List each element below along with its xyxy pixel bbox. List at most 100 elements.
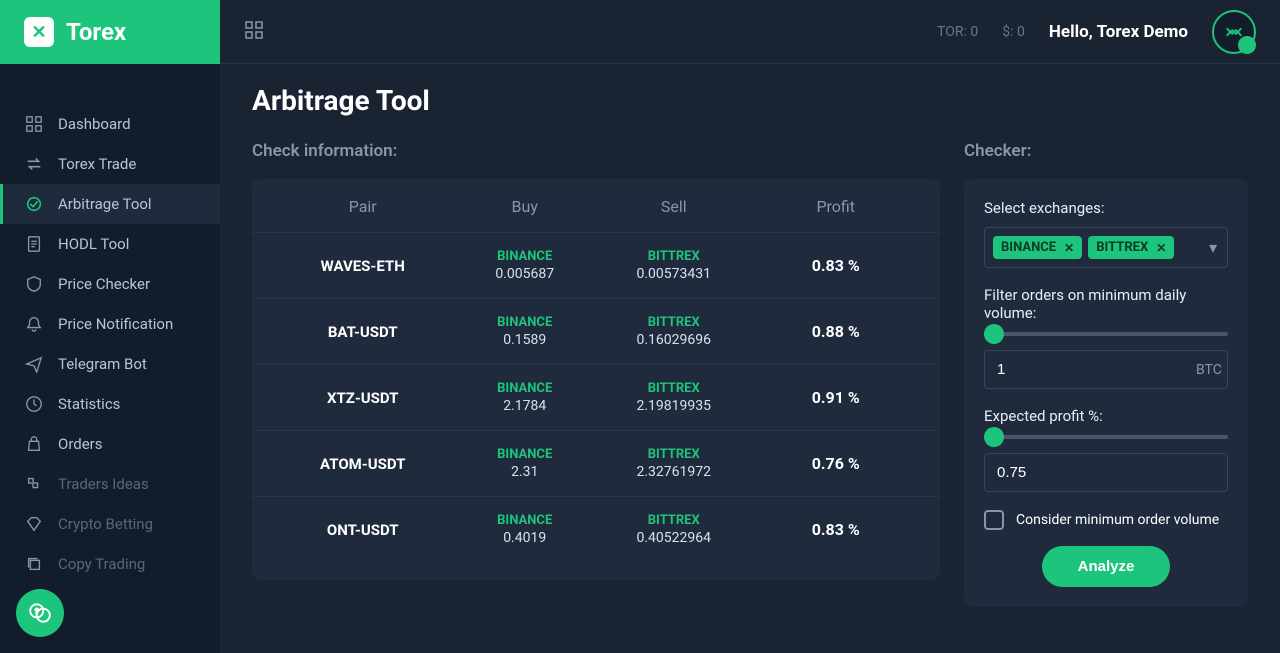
profit-input-group xyxy=(984,453,1228,492)
arbitrage-table-panel: Pair Buy Sell Profit WAVES-ETHBINANCE0.0… xyxy=(252,179,940,580)
table-head: Pair Buy Sell Profit xyxy=(252,197,940,232)
buy-exchange: BINANCE xyxy=(453,381,596,396)
sell-exchange: BITTREX xyxy=(596,513,752,528)
sidebar-item-label: Telegram Bot xyxy=(58,355,147,373)
doc-icon xyxy=(24,234,44,254)
grid-icon xyxy=(24,114,44,134)
content: Arbitrage Tool Check information: Pair B… xyxy=(220,64,1280,653)
sidebar-item-label: Torex Trade xyxy=(58,155,136,173)
profit-input[interactable] xyxy=(997,464,1215,481)
sidebar-item-label: Arbitrage Tool xyxy=(58,195,152,213)
sidebar-item-label: Price Checker xyxy=(58,275,150,293)
send-icon xyxy=(24,354,44,374)
checkbox-icon[interactable] xyxy=(984,510,1004,530)
sidebar-item-dashboard[interactable]: Dashboard xyxy=(0,104,220,144)
sidebar-item-traders-ideas[interactable]: Traders Ideas xyxy=(0,464,220,504)
sell-exchange: BITTREX xyxy=(596,381,752,396)
pair-name: ONT-USDT xyxy=(272,521,453,539)
table-row[interactable]: ATOM-USDTBINANCE2.31BITTREX2.327619720.7… xyxy=(252,430,940,496)
sidebar-item-hodl-tool[interactable]: HODL Tool xyxy=(0,224,220,264)
analyze-button[interactable]: Analyze xyxy=(1042,546,1171,587)
exchange-tag: BINANCE ✕ xyxy=(993,236,1082,259)
header: TOR: 0 $: 0 Hello, Torex Demo xyxy=(220,0,1280,64)
pair-name: WAVES-ETH xyxy=(272,257,453,275)
sidebar-item-price-notification[interactable]: Price Notification xyxy=(0,304,220,344)
volume-label: Filter orders on minimum daily volume: xyxy=(984,286,1228,322)
pair-name: XTZ-USDT xyxy=(272,389,453,407)
logo-text: Torex xyxy=(66,18,126,46)
profit-slider[interactable] xyxy=(984,435,1228,439)
table-row[interactable]: XTZ-USDTBINANCE2.1784BITTREX2.198199350.… xyxy=(252,364,940,430)
select-exchanges-label: Select exchanges: xyxy=(984,199,1228,217)
volume-input[interactable] xyxy=(997,361,1196,378)
shield-icon xyxy=(24,274,44,294)
sidebar-item-crypto-betting[interactable]: Crypto Betting xyxy=(0,504,220,544)
bell-icon xyxy=(24,314,44,334)
sidebar-item-label: HODL Tool xyxy=(58,235,129,253)
remove-tag-icon[interactable]: ✕ xyxy=(1064,241,1074,255)
col-buy: Buy xyxy=(453,197,596,216)
tor-balance: TOR: 0 xyxy=(937,24,978,40)
col-pair: Pair xyxy=(272,197,453,216)
clock-icon xyxy=(24,394,44,414)
table-row[interactable]: ONT-USDTBINANCE0.4019BITTREX0.405229640.… xyxy=(252,496,940,562)
sell-exchange: BITTREX xyxy=(596,315,752,330)
slider-thumb[interactable] xyxy=(984,324,1004,344)
buy-exchange: BINANCE xyxy=(453,447,596,462)
min-volume-checkbox-row[interactable]: Consider minimum order volume xyxy=(984,510,1228,530)
volume-slider[interactable] xyxy=(984,332,1228,336)
profit-value: 0.91 % xyxy=(752,388,920,407)
check-info-label: Check information: xyxy=(252,141,940,161)
buy-exchange: BINANCE xyxy=(453,249,596,264)
buy-value: 0.4019 xyxy=(453,530,596,546)
help-fab[interactable]: ? xyxy=(16,589,64,637)
profit-label: Expected profit %: xyxy=(984,407,1228,425)
sidebar-item-orders[interactable]: Orders xyxy=(0,424,220,464)
bag-icon xyxy=(24,434,44,454)
sidebar-item-price-checker[interactable]: Price Checker xyxy=(0,264,220,304)
buy-exchange: BINANCE xyxy=(453,513,596,528)
avatar[interactable] xyxy=(1212,10,1256,54)
exchange-select[interactable]: BINANCE ✕ BITTREX ✕ ▾ xyxy=(984,227,1228,268)
sidebar-item-arbitrage-tool[interactable]: Arbitrage Tool xyxy=(0,184,220,224)
remove-tag-icon[interactable]: ✕ xyxy=(1156,241,1166,255)
sidebar-item-copy-trading[interactable]: Copy Trading xyxy=(0,544,220,584)
sell-value: 2.19819935 xyxy=(596,398,752,414)
profit-value: 0.76 % xyxy=(752,454,920,473)
col-profit: Profit xyxy=(752,197,920,216)
sidebar: ✕ Torex Dashboard Torex Trade Arbitrage To… xyxy=(0,0,220,653)
chevron-down-icon: ▾ xyxy=(1209,238,1217,257)
usd-balance: $: 0 xyxy=(1002,24,1025,40)
table-row[interactable]: BAT-USDTBINANCE0.1589BITTREX0.160296960.… xyxy=(252,298,940,364)
tag-label: BITTREX xyxy=(1096,240,1148,255)
sell-value: 0.16029696 xyxy=(596,332,752,348)
buy-value: 0.1589 xyxy=(453,332,596,348)
profit-value: 0.83 % xyxy=(752,256,920,275)
profit-value: 0.83 % xyxy=(752,520,920,539)
apps-icon[interactable] xyxy=(244,20,264,44)
logo[interactable]: ✕ Torex xyxy=(0,0,220,64)
puzzle-icon xyxy=(24,474,44,494)
checker-label: Checker: xyxy=(964,141,1248,161)
volume-unit: BTC xyxy=(1196,362,1222,378)
main: TOR: 0 $: 0 Hello, Torex Demo Arbitrage … xyxy=(220,0,1280,653)
slider-thumb[interactable] xyxy=(984,427,1004,447)
copy-icon xyxy=(24,554,44,574)
svg-text:?: ? xyxy=(35,607,39,616)
diamond-icon xyxy=(24,514,44,534)
checker-panel: Select exchanges: BINANCE ✕ BITTREX ✕ ▾ Fil… xyxy=(964,179,1248,607)
pair-name: ATOM-USDT xyxy=(272,455,453,473)
checkbox-label: Consider minimum order volume xyxy=(1016,512,1219,528)
sidebar-item-label: Crypto Betting xyxy=(58,515,153,533)
buy-value: 0.005687 xyxy=(453,266,596,282)
profit-value: 0.88 % xyxy=(752,322,920,341)
sell-value: 0.00573431 xyxy=(596,266,752,282)
arbitrage-icon xyxy=(24,194,44,214)
tag-label: BINANCE xyxy=(1001,240,1056,255)
table-row[interactable]: WAVES-ETHBINANCE0.005687BITTREX0.0057343… xyxy=(252,232,940,298)
pair-name: BAT-USDT xyxy=(272,323,453,341)
sidebar-item-torex-trade[interactable]: Torex Trade xyxy=(0,144,220,184)
sidebar-item-telegram-bot[interactable]: Telegram Bot xyxy=(0,344,220,384)
sidebar-item-statistics[interactable]: Statistics xyxy=(0,384,220,424)
exchange-tag: BITTREX ✕ xyxy=(1088,236,1174,259)
